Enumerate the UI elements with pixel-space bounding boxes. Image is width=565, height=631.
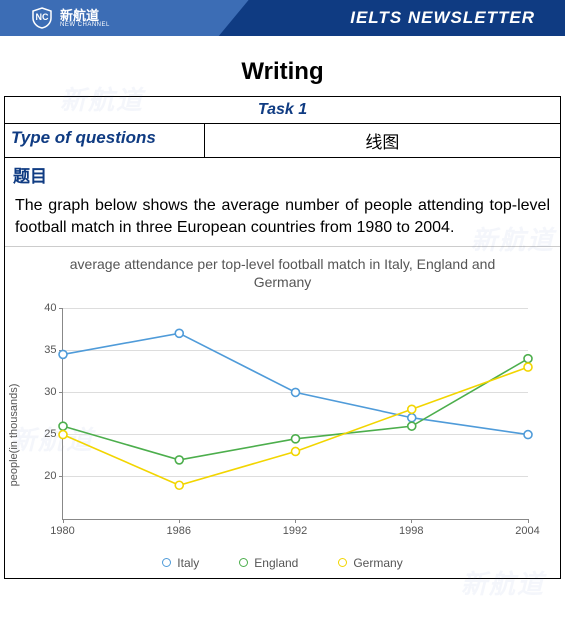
- series-line-england: [63, 358, 528, 459]
- series-line-germany: [63, 367, 528, 485]
- legend-marker-icon: [239, 558, 248, 567]
- legend-item-germany: Germany: [338, 556, 402, 570]
- y-tick-label: 30: [44, 386, 62, 398]
- legend-label: Italy: [177, 556, 199, 570]
- data-marker: [524, 363, 532, 371]
- x-tick-label: 1998: [399, 519, 423, 537]
- brand-cn: 新航道: [60, 9, 110, 22]
- question-label: 题目: [5, 158, 560, 189]
- legend-item-england: England: [239, 556, 298, 570]
- type-of-questions-value: 线图: [205, 124, 560, 157]
- data-marker: [59, 350, 67, 358]
- y-tick-label: 40: [44, 302, 62, 314]
- legend-marker-icon: [338, 558, 347, 567]
- y-tick-label: 20: [44, 470, 62, 482]
- legend-marker-icon: [162, 558, 171, 567]
- page-title: Writing: [0, 58, 565, 86]
- svg-text:NC: NC: [36, 12, 49, 22]
- brand-en: NEW CHANNEL: [60, 22, 110, 28]
- header-banner: IELTS NEWSLETTER NC 新航道 NEW CHANNEL: [0, 0, 565, 46]
- data-marker: [291, 388, 299, 396]
- legend-label: Germany: [353, 556, 402, 570]
- data-marker: [407, 413, 415, 421]
- data-marker: [407, 422, 415, 430]
- chart-container: average attendance per top-level footbal…: [5, 246, 560, 577]
- data-marker: [175, 329, 183, 337]
- legend-item-italy: Italy: [162, 556, 199, 570]
- data-marker: [59, 430, 67, 438]
- data-marker: [407, 405, 415, 413]
- content-frame: Task 1 Type of questions 线图 题目 The graph…: [4, 96, 561, 579]
- data-marker: [291, 447, 299, 455]
- data-marker: [524, 430, 532, 438]
- data-marker: [291, 434, 299, 442]
- series-line-italy: [63, 333, 528, 434]
- plot-area: 202530354019801986199219982004: [62, 308, 528, 520]
- chart-title: average attendance per top-level footbal…: [13, 251, 552, 299]
- task-label: Task 1: [258, 101, 307, 118]
- legend-label: England: [254, 556, 298, 570]
- line-chart: people(in thousands) 2025303540198019861…: [18, 300, 548, 570]
- x-tick-label: 2004: [515, 519, 539, 537]
- shield-logo-icon: NC: [30, 6, 54, 30]
- data-marker: [175, 481, 183, 489]
- data-marker: [59, 422, 67, 430]
- x-tick-label: 1980: [50, 519, 74, 537]
- type-of-questions-label: Type of questions: [5, 124, 205, 157]
- brand-area: NC 新航道 NEW CHANNEL: [0, 0, 249, 36]
- header-title: IELTS NEWSLETTER: [350, 8, 535, 28]
- x-tick-label: 1992: [283, 519, 307, 537]
- data-marker: [175, 455, 183, 463]
- chart-legend: Italy England Germany: [18, 556, 548, 570]
- question-prompt: The graph below shows the average number…: [5, 189, 560, 246]
- x-tick-label: 1986: [167, 519, 191, 537]
- data-marker: [524, 354, 532, 362]
- y-axis-label: people(in thousands): [8, 383, 20, 486]
